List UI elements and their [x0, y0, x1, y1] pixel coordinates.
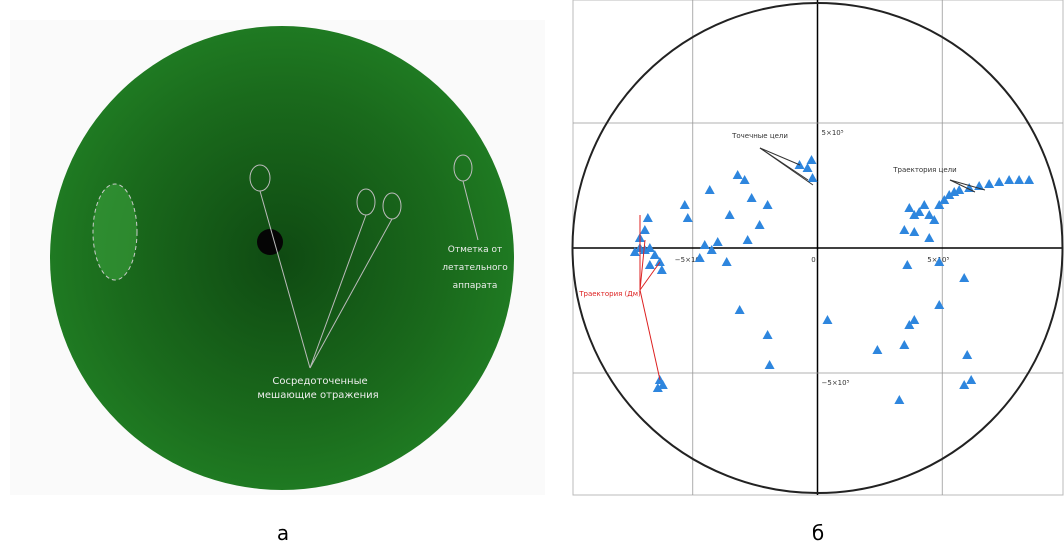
- data-point: [939, 195, 950, 204]
- data-point: [764, 360, 775, 369]
- leader-line: [639, 289, 661, 381]
- data-point: [657, 380, 668, 389]
- x-tick-label: 0: [811, 256, 815, 264]
- data-point: [724, 210, 735, 219]
- data-point: [872, 345, 883, 354]
- leader-line: [639, 239, 646, 291]
- data-point: [909, 210, 920, 219]
- data-point: [721, 257, 732, 266]
- radar-panel: Сосредоточенные мешающие отражения Отмет…: [10, 20, 545, 495]
- data-point: [902, 260, 913, 269]
- data-point: [959, 380, 970, 389]
- data-point: [1014, 175, 1025, 184]
- data-point: [739, 175, 750, 184]
- data-point: [924, 233, 935, 242]
- data-point: [649, 250, 660, 259]
- data-point: [734, 305, 745, 314]
- data-point: [1004, 175, 1015, 184]
- radar-label: аппарата: [453, 281, 498, 291]
- data-point: [762, 330, 773, 339]
- data-point: [652, 383, 663, 392]
- data-point: [914, 207, 925, 216]
- clutter-area: [93, 184, 137, 280]
- data-point: [699, 240, 710, 249]
- data-point: [934, 257, 945, 266]
- annotation: Траектория (Дм): [578, 290, 641, 298]
- y-tick-label: −5×10⁵: [822, 379, 850, 387]
- data-point: [639, 225, 650, 234]
- clutter-outline: [92, 183, 138, 281]
- data-point: [904, 203, 915, 212]
- data-point: [644, 260, 655, 269]
- data-point: [1024, 175, 1035, 184]
- data-point: [962, 350, 973, 359]
- radar-label: Отметка от: [448, 245, 502, 255]
- data-point: [754, 220, 765, 229]
- range-circle: [571, 2, 1064, 494]
- data-point: [654, 257, 665, 266]
- data-point: [762, 200, 773, 209]
- data-point: [706, 245, 717, 254]
- data-point: [929, 215, 940, 224]
- data-point: [919, 200, 930, 209]
- leader-line: [759, 147, 814, 186]
- leader-line: [759, 147, 801, 166]
- radar-label: летательного: [442, 263, 508, 273]
- data-point: [934, 300, 945, 309]
- data-point: [679, 200, 690, 209]
- data-point: [966, 375, 977, 384]
- panel-label: б: [812, 521, 824, 545]
- data-point: [822, 315, 833, 324]
- data-point: [994, 177, 1005, 186]
- data-point: [894, 395, 905, 404]
- radar-screen: [50, 26, 514, 490]
- radar-pointers: [249, 154, 479, 369]
- data-point: [732, 170, 743, 179]
- data-point: [924, 210, 935, 219]
- data-point: [899, 340, 910, 349]
- radar-label: Сосредоточенные: [272, 376, 367, 387]
- x-tick-label: −5×10⁵: [675, 256, 703, 264]
- data-point: [742, 235, 753, 244]
- data-point: [644, 243, 655, 252]
- data-point: [746, 193, 757, 202]
- data-point: [944, 190, 955, 199]
- data-point: [904, 320, 915, 329]
- data-point: [712, 237, 723, 246]
- leader-line: [949, 179, 986, 191]
- annotation: Точечные цели: [731, 132, 788, 140]
- data-point: [629, 247, 640, 256]
- annotation: Траектория цели: [892, 166, 956, 174]
- data-point: [899, 225, 910, 234]
- data-point: [682, 213, 693, 222]
- data-point: [934, 200, 945, 209]
- data-point: [802, 163, 813, 172]
- leader-line: [949, 179, 976, 193]
- data-point: [642, 213, 653, 222]
- data-point: [954, 185, 965, 194]
- data-point: [964, 183, 975, 192]
- data-point: [909, 315, 920, 324]
- data-point: [704, 185, 715, 194]
- y-tick-label: 5×10⁵: [822, 129, 844, 137]
- radar-center: [257, 229, 283, 255]
- data-point: [909, 227, 920, 236]
- data-point: [656, 265, 667, 274]
- data-point: [984, 179, 995, 188]
- leader-line: [639, 261, 661, 291]
- data-point: [806, 155, 817, 164]
- data-point: [959, 273, 970, 282]
- data-point: [807, 173, 818, 182]
- panel-label: а: [277, 521, 289, 545]
- radar-label: мешающие отражения: [257, 390, 378, 401]
- data-point: [694, 253, 705, 262]
